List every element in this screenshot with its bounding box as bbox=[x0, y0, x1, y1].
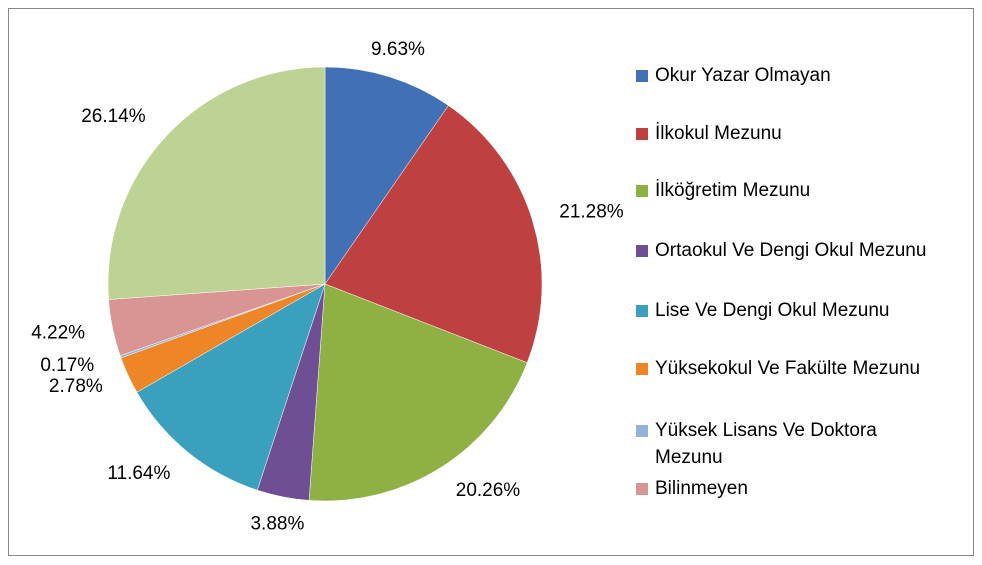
legend-swatch bbox=[636, 363, 648, 375]
pie-slice bbox=[107, 66, 326, 300]
legend-swatch bbox=[636, 245, 648, 257]
legend-item: İlköğretim Mezunu bbox=[636, 177, 956, 204]
legend-item: Lise Ve Dengi Okul Mezunu bbox=[636, 297, 956, 324]
legend-label: Ortaokul Ve Dengi Okul Mezunu bbox=[655, 240, 927, 261]
pie-slice bbox=[324, 66, 449, 285]
legend-label: Yüksekokul Ve Fakülte Mezunu bbox=[655, 358, 921, 379]
legend-item: Bilinmeyen bbox=[636, 475, 956, 502]
legend-label: Lise Ve Dengi Okul Mezunu bbox=[655, 300, 890, 321]
legend-label: Bilinmeyen bbox=[655, 478, 748, 499]
data-label: 4.22% bbox=[31, 323, 85, 344]
data-label: 20.26% bbox=[456, 480, 521, 501]
legend-label: Yüksek Lisans Ve Doktora Mezunu bbox=[655, 420, 877, 468]
data-label: 26.14% bbox=[81, 106, 146, 127]
legend-swatch bbox=[636, 70, 648, 82]
data-label: 3.88% bbox=[250, 513, 304, 534]
data-label: 9.63% bbox=[371, 39, 425, 60]
legend-swatch bbox=[636, 128, 648, 140]
legend-label: İlkokul Mezunu bbox=[655, 123, 782, 144]
data-label: 0.17% bbox=[40, 355, 94, 376]
legend-swatch bbox=[636, 185, 648, 197]
legend-item: İlkokul Mezunu bbox=[636, 120, 956, 147]
legend-swatch bbox=[636, 425, 648, 437]
legend-label: İlköğretim Mezunu bbox=[655, 180, 811, 201]
legend-item: Okur Yazar Olmayan bbox=[636, 62, 956, 89]
pie-slice bbox=[136, 283, 326, 491]
data-label: 21.28% bbox=[559, 201, 624, 222]
legend-swatch bbox=[636, 305, 648, 317]
pie-slice bbox=[324, 105, 543, 364]
data-label: 2.78% bbox=[49, 376, 103, 397]
legend-label: Okur Yazar Olmayan bbox=[655, 65, 831, 86]
pie-slice bbox=[308, 283, 528, 502]
legend-swatch bbox=[636, 483, 648, 495]
legend-item: Yüksek Lisans Ve Doktora Mezunu bbox=[636, 417, 956, 471]
data-label: 11.64% bbox=[107, 463, 170, 484]
legend-item: Yüksekokul Ve Fakülte Mezunu bbox=[636, 355, 956, 382]
legend-item: Ortaokul Ve Dengi Okul Mezunu bbox=[636, 237, 956, 264]
